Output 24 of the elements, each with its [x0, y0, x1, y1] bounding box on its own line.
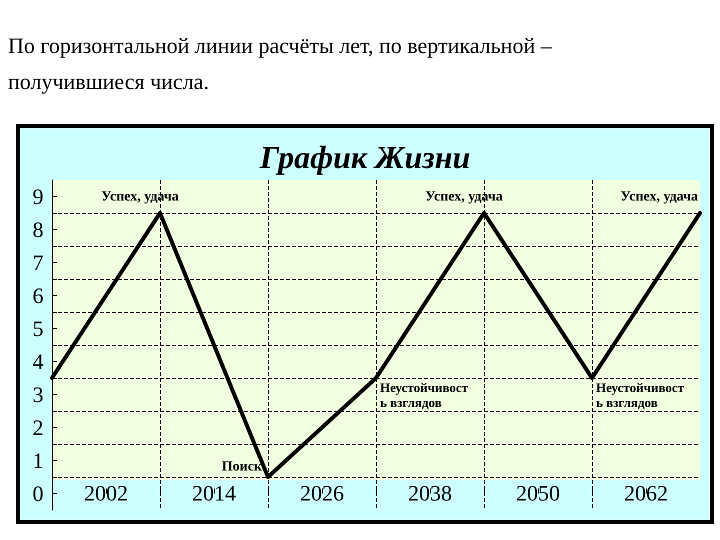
y-tick-label: 8 [32, 217, 44, 242]
x-tick-label: 2026 [300, 480, 344, 506]
y-tick-label: 7 [32, 250, 44, 275]
y-tick-label: 2 [32, 415, 44, 440]
y-tick-label: 1 [32, 448, 44, 473]
annotation: Неустойчивость взглядов [380, 380, 469, 410]
y-tick-label: 4 [32, 349, 44, 374]
y-tick-label: 0 [32, 481, 44, 506]
y-tick-label: 9 [32, 184, 44, 209]
text: По горизонтальной линии расчёты лет, по вертикальной – получившиеся числа. [8, 32, 553, 96]
annotation: Успех, удача [620, 190, 698, 204]
y-tick-label: 5 [32, 316, 44, 341]
annotation: Поиск [222, 460, 263, 474]
x-tick-label: 2002 [84, 480, 128, 506]
annotation: Неустойчивость взглядов [596, 380, 685, 410]
y-tick-label: 6 [32, 283, 44, 308]
y-tick-label: 3 [32, 382, 44, 407]
x-tick-label: 2062 [624, 480, 668, 506]
x-tick-label: 2038 [408, 480, 452, 506]
chart-title: График Жизни [258, 139, 470, 175]
x-tick-label: 2014 [192, 480, 236, 506]
annotation: Успех, удача [101, 190, 179, 204]
annotation: Успех, удача [425, 190, 503, 204]
x-tick-label: 2050 [516, 480, 560, 506]
